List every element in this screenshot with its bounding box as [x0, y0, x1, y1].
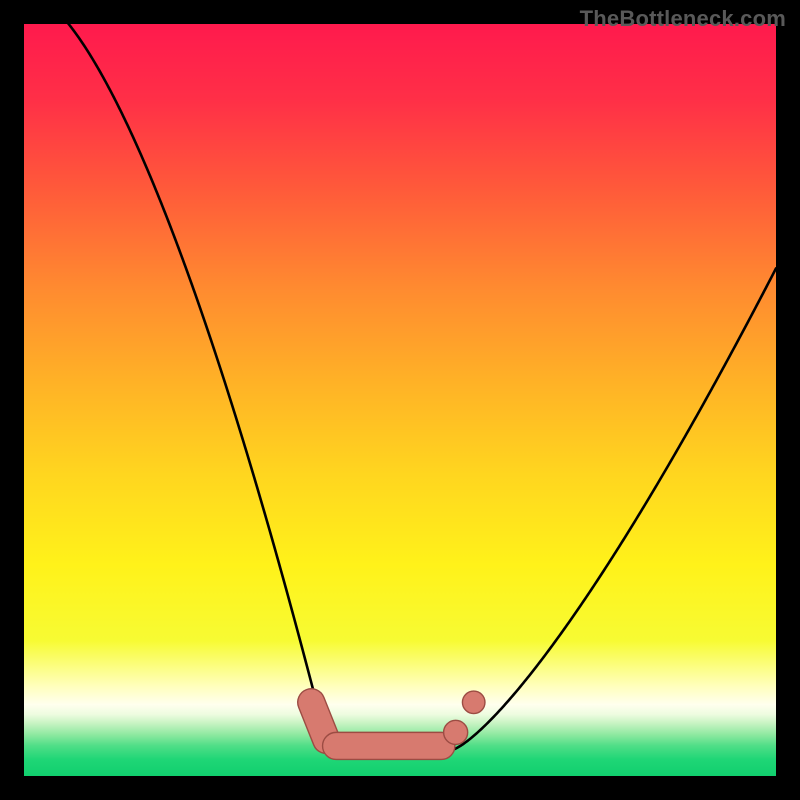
bottleneck-v-curve-chart — [0, 0, 800, 800]
chart-root: TheBottleneck.com — [0, 0, 800, 800]
